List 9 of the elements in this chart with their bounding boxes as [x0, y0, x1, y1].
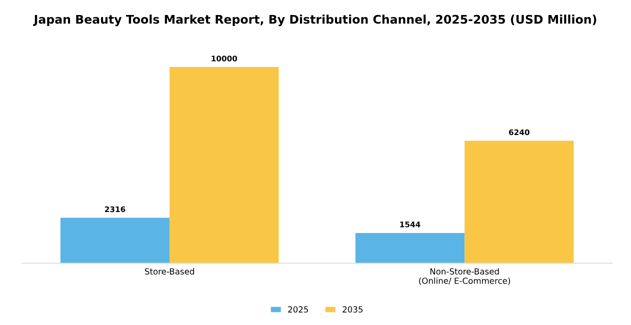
legend-label: 2035 [342, 306, 363, 313]
bar [464, 140, 574, 264]
chart-title: Japan Beauty Tools Market Report, By Distribution Channel, 2025-2035 (USD Million) [33, 14, 596, 26]
bar [170, 67, 279, 264]
bar [60, 218, 170, 264]
x-tick-label: Store-Based [144, 268, 194, 275]
legend-label: 2025 [288, 306, 308, 313]
bar [355, 232, 465, 264]
x-tick-label: Non-Store-Based (Online/ E-Commerce) [419, 268, 510, 285]
